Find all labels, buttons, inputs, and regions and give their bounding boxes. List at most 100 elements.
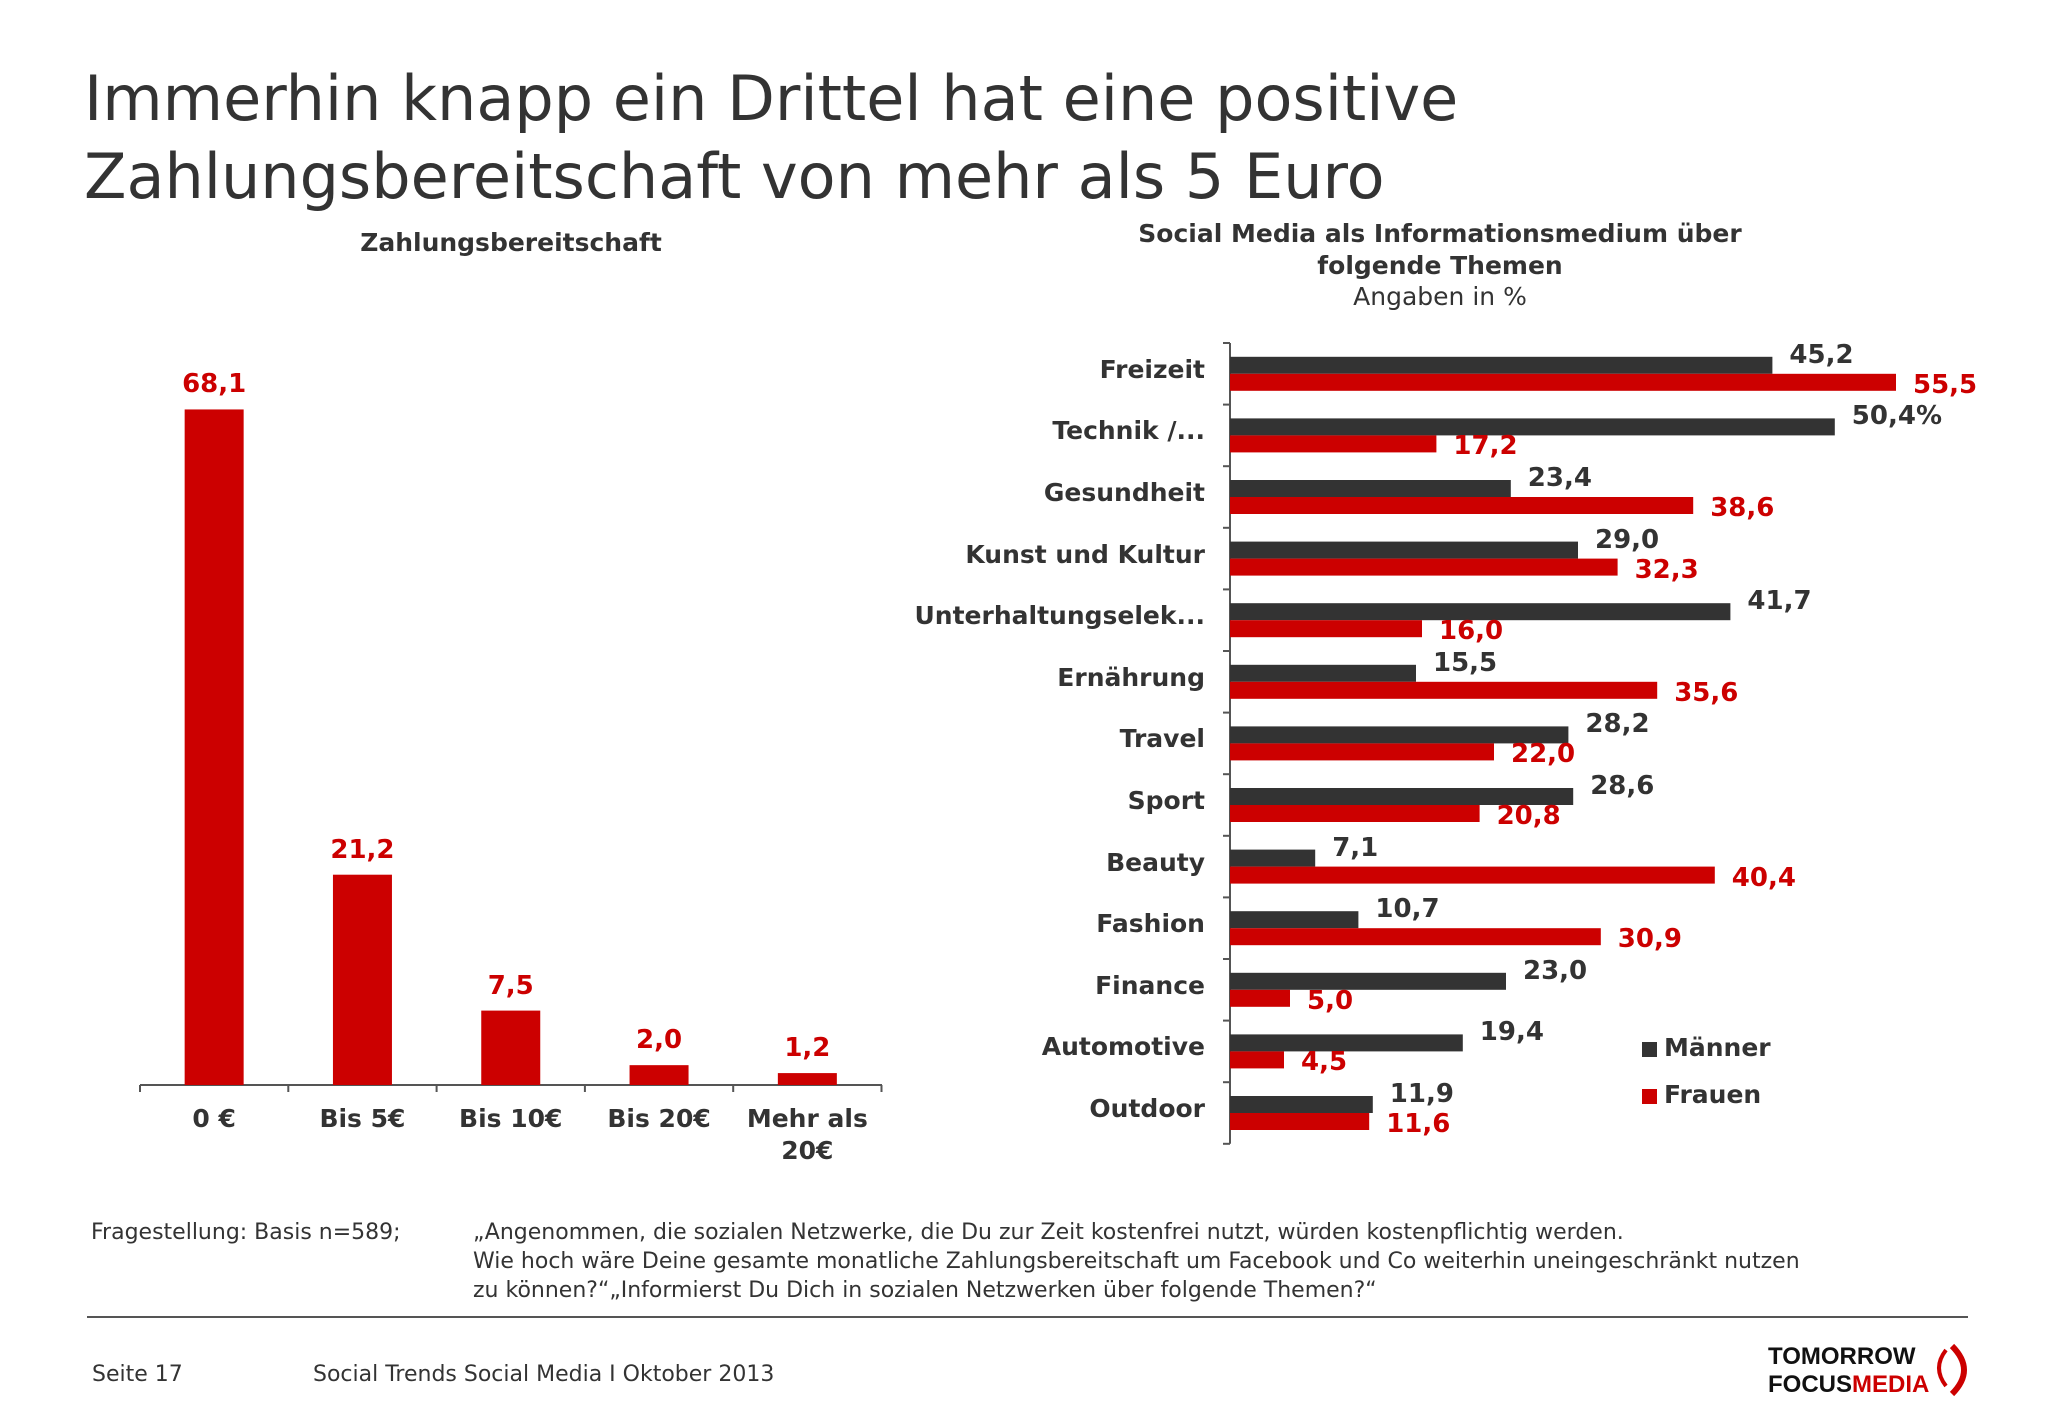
bar-maenner xyxy=(1230,972,1506,990)
bar-frauen xyxy=(1230,928,1601,946)
legend-label: Männer xyxy=(1664,1033,1771,1062)
right-chart-title: Social Media als Informationsmedium über… xyxy=(1138,219,1742,280)
bar-Bis 10€ xyxy=(481,1010,541,1085)
legend-swatch xyxy=(1642,1089,1657,1104)
bar-0 € xyxy=(184,409,244,1085)
bar-maenner xyxy=(1230,1096,1373,1113)
legend-swatch xyxy=(1642,1042,1657,1057)
title-line-1: Immerhin knapp ein Drittel hat eine posi… xyxy=(84,62,1459,135)
y-tick-label: Unterhaltungselek... xyxy=(914,601,1206,631)
value-label-frauen: 30,9 xyxy=(1617,924,1682,955)
bar-maenner xyxy=(1230,849,1316,867)
value-label-maenner: 45,2 xyxy=(1789,339,1854,370)
y-tick-label: Beauty xyxy=(1106,847,1205,877)
title-line-2: Zahlungsbereitschaft von mehr als 5 Euro xyxy=(84,140,1385,213)
bar-frauen xyxy=(1230,1051,1284,1069)
source-text: Social Trends Social Media I Oktober 201… xyxy=(313,1362,775,1387)
y-tick-label: Kunst und Kultur xyxy=(965,539,1205,569)
left-chart-title: Zahlungsbereitschaft xyxy=(360,228,662,257)
value-label-frauen: 40,4 xyxy=(1731,862,1796,893)
svg-text:FOCUS: FOCUS xyxy=(1768,1371,1852,1398)
y-tick-label: Ernährung xyxy=(1057,662,1205,692)
value-label-maenner: 28,2 xyxy=(1585,709,1650,740)
question-text: „Angenommen, die sozialen Netzwerke, die… xyxy=(473,1218,1800,1305)
bar-frauen xyxy=(1230,743,1494,761)
bar-maenner xyxy=(1230,788,1574,805)
value-label-frauen: 22,0 xyxy=(1511,739,1576,770)
value-label-maenner: 10,7 xyxy=(1375,894,1440,925)
right-chart-subtitle: Angaben in % xyxy=(1353,282,1527,311)
page-title: Immerhin knapp ein Drittel hat eine posi… xyxy=(84,60,1458,216)
question-label: Fragestellung: Basis n=589; xyxy=(91,1220,401,1245)
bar-maenner xyxy=(1230,603,1731,621)
bar-maenner xyxy=(1230,664,1416,682)
bar-maenner xyxy=(1230,541,1578,559)
bar-frauen xyxy=(1230,1113,1370,1130)
value-label-maenner: 19,4 xyxy=(1479,1017,1544,1048)
bar-Mehr als 20€ xyxy=(777,1073,837,1085)
bar-frauen xyxy=(1230,558,1618,576)
bar-value-label: 68,1 xyxy=(182,369,247,400)
value-label-frauen: 38,6 xyxy=(1710,493,1775,523)
svg-text:MEDIA: MEDIA xyxy=(1852,1371,1929,1398)
value-label-frauen: 32,3 xyxy=(1634,554,1699,585)
page-number: Seite 17 xyxy=(92,1362,183,1387)
value-label-frauen: 20,8 xyxy=(1496,801,1561,831)
y-tick-label: Finance xyxy=(1095,970,1205,1000)
bar-value-label: 1,2 xyxy=(784,1033,831,1064)
question-line: Wie hoch wäre Deine gesamte monatliche Z… xyxy=(473,1249,1800,1274)
x-tick-label: Mehr als 20€ xyxy=(746,1104,868,1165)
bar-value-label: 7,5 xyxy=(487,970,534,1001)
question-line: zu können?“„Informierst Du Dich in sozia… xyxy=(473,1278,1377,1303)
bar-value-label: 2,0 xyxy=(636,1025,683,1056)
bar-frauen xyxy=(1230,620,1422,638)
value-label-frauen: 16,0 xyxy=(1439,616,1504,647)
bar-maenner xyxy=(1230,356,1773,374)
x-tick-label: 0 € xyxy=(192,1104,236,1133)
x-tick-label: Bis 5€ xyxy=(319,1104,406,1133)
svg-text:TOMORROW: TOMORROW xyxy=(1768,1343,1916,1370)
y-tick-label: Outdoor xyxy=(1089,1094,1205,1123)
value-label-maenner: 11,9 xyxy=(1389,1079,1454,1109)
bar-maenner xyxy=(1230,911,1359,929)
value-label-frauen: 55,5 xyxy=(1913,369,1978,400)
tomorrow-focus-media-logo: TOMORROW FOCUS MEDIA xyxy=(1768,1340,1978,1400)
bar-frauen xyxy=(1230,866,1715,884)
value-label-maenner: 41,7 xyxy=(1747,586,1812,617)
x-tick-label: Bis 20€ xyxy=(607,1104,711,1133)
y-tick-label: Fashion xyxy=(1096,909,1205,939)
value-label-maenner: 7,1 xyxy=(1332,832,1379,863)
bar-maenner xyxy=(1230,1034,1463,1052)
bar-frauen xyxy=(1230,805,1480,822)
y-tick-label: Travel xyxy=(1119,724,1205,754)
bar-value-label: 21,2 xyxy=(330,834,395,865)
value-label-maenner: 29,0 xyxy=(1595,524,1660,555)
bar-Bis 20€ xyxy=(629,1065,689,1085)
bar-Bis 5€ xyxy=(332,874,392,1085)
value-label-maenner: 23,4 xyxy=(1527,463,1592,493)
value-label-frauen: 11,6 xyxy=(1386,1109,1451,1139)
bar-maenner xyxy=(1230,418,1835,436)
bar-frauen xyxy=(1230,373,1896,391)
y-tick-label: Technik /... xyxy=(1052,416,1205,446)
bar-frauen xyxy=(1230,681,1658,699)
value-label-maenner: 23,0 xyxy=(1523,955,1588,986)
y-tick-label: Freizeit xyxy=(1099,354,1205,384)
value-label-maenner: 28,6 xyxy=(1590,771,1655,801)
y-tick-label: Sport xyxy=(1127,786,1205,815)
value-label-frauen: 4,5 xyxy=(1301,1047,1348,1078)
value-label-frauen: 17,2 xyxy=(1453,431,1518,462)
bar-frauen xyxy=(1230,435,1437,453)
bar-maenner xyxy=(1230,480,1511,497)
bar-frauen xyxy=(1230,497,1694,514)
bar-frauen xyxy=(1230,989,1290,1007)
x-tick-label: Bis 10€ xyxy=(459,1104,563,1133)
value-label-maenner: 50,4% xyxy=(1851,401,1942,432)
value-label-maenner: 15,5 xyxy=(1433,647,1498,678)
y-tick-label: Automotive xyxy=(1041,1032,1205,1062)
question-line: „Angenommen, die sozialen Netzwerke, die… xyxy=(473,1220,1624,1245)
bar-maenner xyxy=(1230,726,1569,744)
footer-divider xyxy=(87,1316,1968,1318)
legend-label: Frauen xyxy=(1664,1080,1762,1109)
